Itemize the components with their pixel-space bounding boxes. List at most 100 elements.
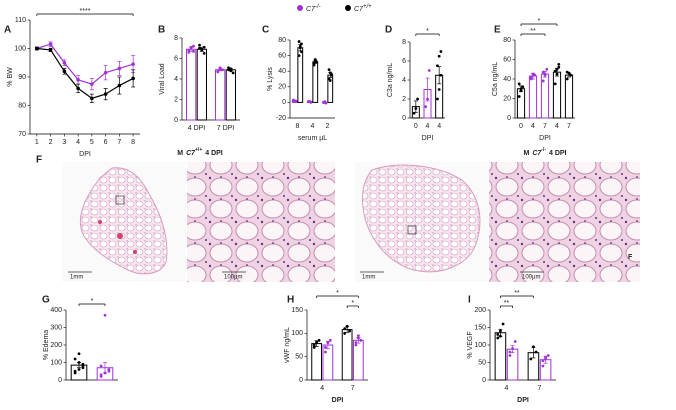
title-part: 4 DPI	[549, 150, 567, 157]
data-point	[328, 79, 332, 82]
y-tick-label: 70	[18, 131, 26, 138]
histology: F M C7+/+ 4 DPI M C7-/- 4 DPI 1mm 100µm 1mm …	[36, 147, 640, 282]
data-point	[77, 368, 81, 371]
x-tick-label: 7	[543, 123, 547, 130]
y-tick-label: 150	[474, 324, 486, 331]
data-point	[192, 49, 195, 53]
data-point	[437, 88, 441, 91]
x-tick-label: 4	[437, 123, 441, 130]
panel-letter: E	[494, 25, 501, 36]
data-point	[557, 62, 561, 66]
chart: B 0 2 4 6 8 Viral Load 4 DPI 7 DPI	[158, 25, 240, 132]
data-point	[202, 45, 206, 49]
bar	[312, 61, 319, 103]
legend-name: C7	[354, 6, 364, 13]
title-part: -/-	[541, 147, 546, 153]
data-point	[541, 79, 545, 83]
x-tick-label: 6	[104, 139, 108, 146]
y-axis-title: vWF ng/mL	[284, 327, 291, 363]
bar	[225, 69, 236, 121]
line-point	[103, 70, 108, 75]
data-point	[553, 69, 557, 73]
scale-label: 1mm	[362, 275, 375, 281]
significance-label: *	[91, 298, 94, 305]
chart: C -20 0 20 40 60 80 % Lysis serum µL 8 4 2	[262, 25, 335, 142]
y-tick-label: 200	[50, 342, 62, 349]
title-part: C7	[532, 150, 542, 157]
significance-label: **	[530, 28, 536, 35]
y-tick-label: 200	[474, 307, 486, 314]
y-tick-label: -20	[276, 115, 286, 122]
x-tick-label: 0	[519, 123, 523, 130]
data-point	[501, 322, 505, 326]
inset-box	[115, 195, 125, 205]
bar	[528, 75, 538, 119]
hemorrhage	[133, 250, 137, 254]
scale-label: 100µm	[522, 275, 540, 281]
data-point	[427, 69, 431, 72]
y-tick-label: 100	[14, 45, 26, 52]
y-tick-label: 40	[503, 76, 511, 83]
data-point	[73, 357, 77, 361]
bar	[215, 69, 226, 121]
y-tick-label: 150	[291, 307, 303, 314]
y-tick-label: 0	[299, 377, 303, 384]
x-tick-label: 4	[76, 139, 80, 146]
data-point	[508, 354, 512, 357]
significance-label: **	[504, 300, 510, 307]
y-tick-label: 60	[278, 52, 286, 59]
y-tick-label: 20	[278, 84, 286, 91]
data-point	[436, 97, 439, 101]
line-point	[35, 46, 39, 51]
chart: H 0 50 100 150 vWF ng/mL DPI 4 7 * *	[284, 290, 368, 404]
y-axis-title: % VEGF	[467, 331, 474, 358]
title-part: M	[177, 150, 183, 157]
bar	[494, 332, 507, 381]
y-tick-label: 80	[278, 37, 286, 44]
y-tick-label: 6	[174, 55, 178, 62]
data-point	[297, 54, 301, 57]
line-point	[62, 60, 67, 65]
y-tick-label: 8	[402, 39, 406, 46]
zoom-image	[187, 162, 335, 282]
data-point	[553, 82, 557, 86]
y-tick-label: 0	[507, 115, 511, 122]
data-point	[198, 43, 201, 47]
x-tick-label: 4	[505, 385, 509, 392]
x-tick-label: 4	[311, 123, 315, 130]
series-line	[36, 43, 134, 85]
y-axis-title: % BW	[7, 67, 14, 87]
x-tick-label: 7	[351, 385, 355, 392]
data-point	[77, 352, 81, 356]
y-tick-label: 0	[174, 117, 178, 124]
x-tick-label: 7	[538, 385, 542, 392]
panel-letter: B	[158, 25, 165, 36]
data-point	[533, 73, 537, 77]
data-point	[541, 364, 545, 368]
x-tick-label: 7 DPI	[217, 125, 235, 132]
x-tick-label: 4	[531, 123, 535, 130]
bar	[516, 88, 526, 119]
data-point	[437, 54, 441, 58]
bar	[311, 343, 323, 381]
lung-section	[362, 164, 481, 273]
y-tick-label: 40	[278, 68, 286, 75]
x-axis-title: serum µL	[298, 135, 327, 142]
data-point	[297, 40, 301, 43]
data-point	[354, 341, 358, 345]
y-tick-label: 80	[503, 37, 511, 44]
y-axis-title: Viral Load	[159, 63, 166, 95]
x-tick-label: 7	[117, 139, 121, 146]
data-point	[545, 67, 549, 71]
y-tick-label: 100	[50, 359, 62, 366]
panel-letter: F	[36, 155, 42, 166]
image-title: M C7+/+ 4 DPI	[177, 147, 223, 157]
data-point	[324, 345, 327, 349]
y-tick-label: 4	[174, 76, 178, 83]
x-tick-label: 2	[49, 139, 53, 146]
hemorrhage	[98, 220, 102, 224]
data-point	[330, 72, 333, 76]
data-point	[359, 338, 363, 342]
legend-marker	[297, 5, 303, 11]
